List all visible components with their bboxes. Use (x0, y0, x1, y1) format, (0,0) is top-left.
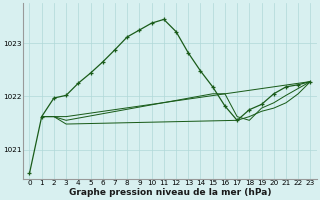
X-axis label: Graphe pression niveau de la mer (hPa): Graphe pression niveau de la mer (hPa) (69, 188, 271, 197)
